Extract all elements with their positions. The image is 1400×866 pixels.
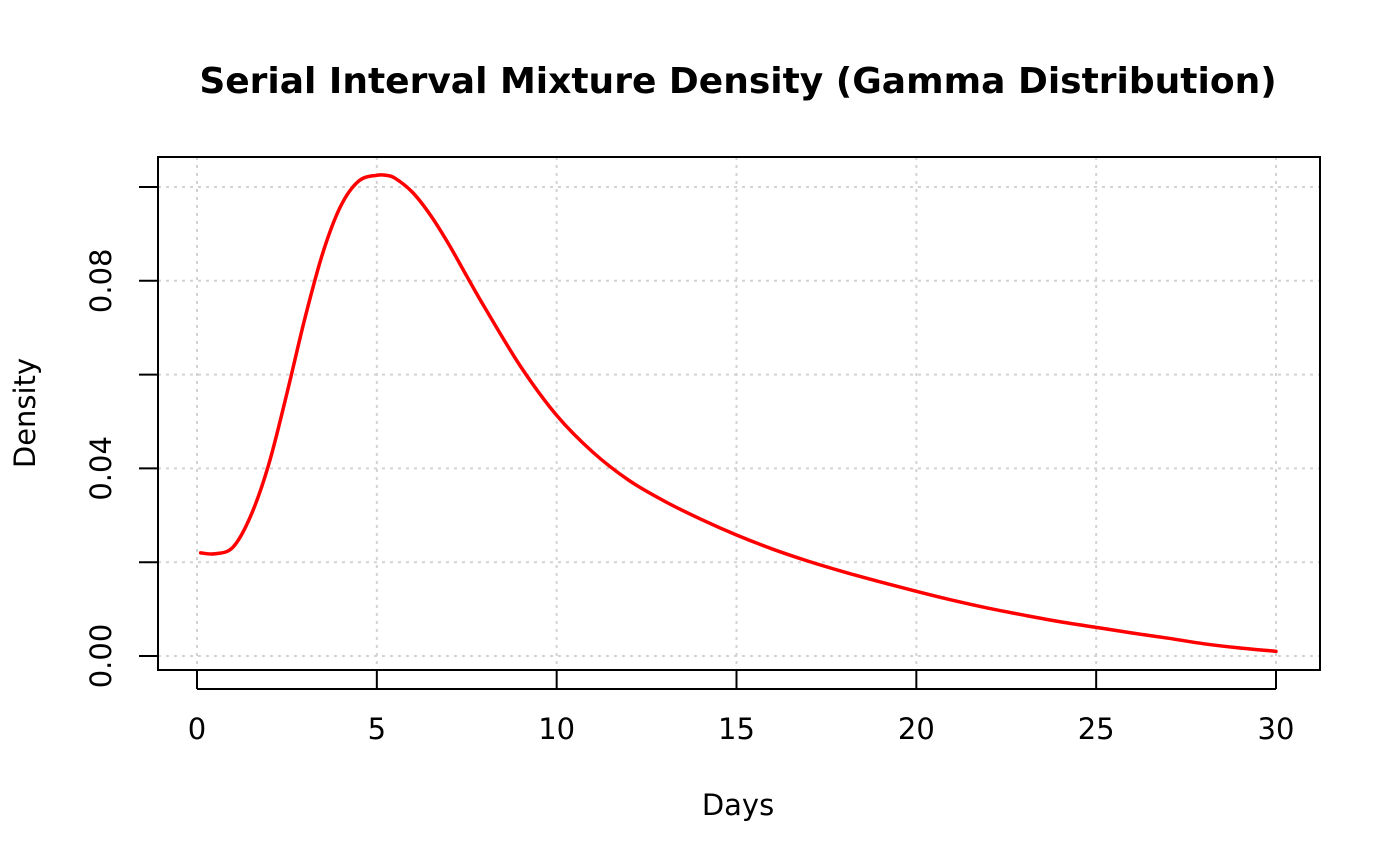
x-tick-label: 25 bbox=[1078, 712, 1115, 746]
grid bbox=[158, 157, 1320, 670]
density-curve bbox=[198, 172, 1278, 654]
plot-frame bbox=[157, 156, 1321, 671]
x-tick-label: 15 bbox=[718, 712, 755, 746]
chart-title: Serial Interval Mixture Density (Gamma D… bbox=[199, 61, 1276, 102]
y-tick-label: 0.08 bbox=[84, 249, 118, 314]
x-tick-label: 30 bbox=[1258, 712, 1295, 746]
x-tick-label: 5 bbox=[368, 712, 386, 746]
x-axis-label: Days bbox=[702, 788, 774, 822]
x-tick-label: 10 bbox=[538, 712, 575, 746]
series-layer bbox=[198, 172, 1278, 654]
x-tick-label: 20 bbox=[898, 712, 935, 746]
x-tick-label: 0 bbox=[188, 712, 206, 746]
y-axis-label: Density bbox=[8, 358, 42, 468]
y-tick-label: 0.04 bbox=[84, 436, 118, 501]
y-tick-label: 0.00 bbox=[84, 624, 118, 689]
x-axis: 0 5 10 15 20 25 30 bbox=[188, 670, 1295, 746]
y-axis: 0.00 0.04 0.08 bbox=[84, 186, 159, 689]
